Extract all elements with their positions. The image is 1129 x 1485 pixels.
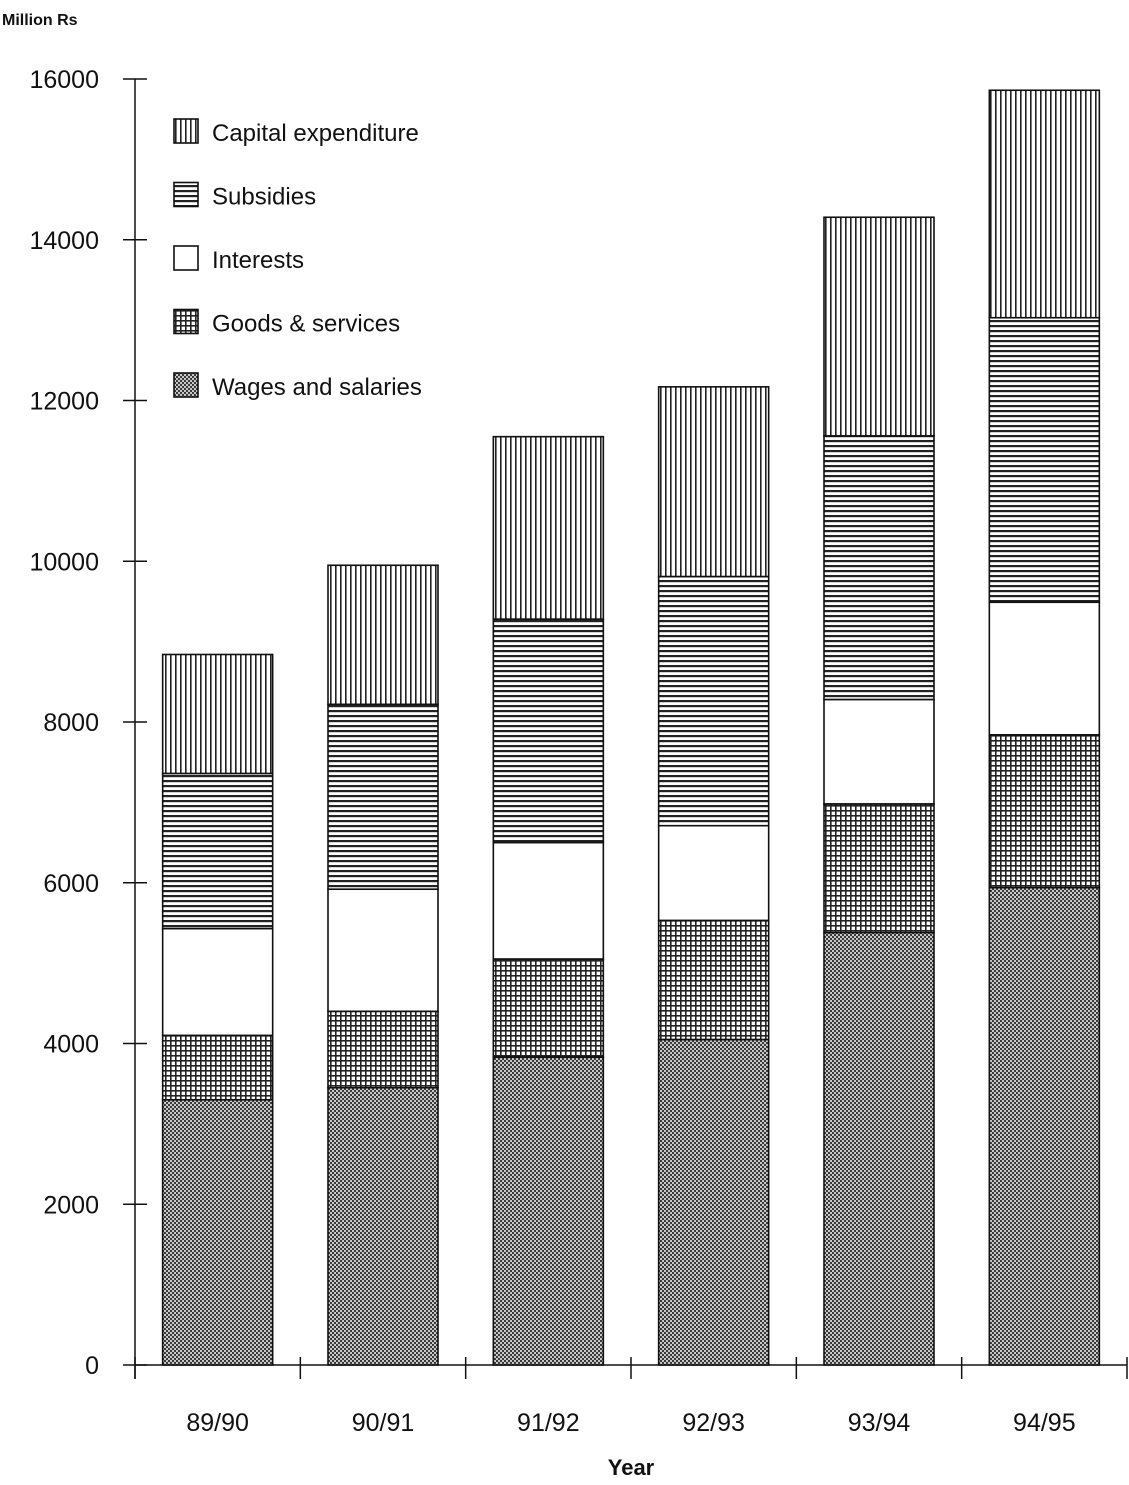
y-tick-label: 6000 [43,870,99,898]
bar-segment-subsidies [657,575,770,827]
bar-segment-capital-expenditure [657,386,770,578]
bar-segment-interests [327,888,439,1013]
x-tick-label: 90/91 [352,1409,415,1437]
legend-swatch [173,181,199,208]
bar-segment-wages-and-salaries [492,1056,605,1366]
x-tick-label: 94/95 [1013,1409,1076,1437]
bar-segment-capital-expenditure [492,435,605,620]
bar-stack-92-93 [657,386,770,1366]
legend: Capital expenditure Subsidies Interests Goo… [173,118,422,401]
legend-item-wages-and-salaries: Wages and salaries [173,372,422,401]
y-axis-unit-label: Million Rs [2,12,78,29]
legend-label: Capital expenditure [212,120,419,147]
bar-stack-89-90 [161,653,274,1366]
bar-segment-subsidies [823,435,935,701]
x-tick-label: 91/92 [517,1409,580,1437]
legend-label: Subsidies [212,184,316,211]
y-tick-label: 14000 [29,227,99,255]
y-tick-label: 0 [85,1352,99,1380]
bar-segment-goods-and-services [327,1010,439,1089]
bar-segment-goods-and-services [657,919,770,1041]
bar-segment-interests [988,601,1101,736]
bar-segment-subsidies [327,703,439,890]
bar-segment-goods-and-services [492,958,605,1058]
bar-segment-goods-and-services [161,1034,274,1101]
legend-label: Wages and salaries [212,374,422,401]
bar-segment-wages-and-salaries [988,886,1101,1366]
bar-stack-90-91 [327,564,439,1366]
legend-swatch [173,308,199,335]
bars [161,89,1101,1366]
bar-stack-94-95 [988,89,1101,1366]
x-tick-label: 92/93 [682,1409,745,1437]
y-tick-label: 12000 [29,388,99,416]
bar-segment-subsidies [161,772,274,930]
y-tick-label: 2000 [43,1191,99,1219]
legend-item-interests: Interests [173,245,304,274]
bar-segment-subsidies [988,316,1101,604]
bar-segment-goods-and-services [988,734,1101,889]
bar-segment-capital-expenditure [823,216,935,437]
bar-segment-interests [161,927,274,1037]
y-tick-label: 4000 [43,1031,99,1059]
bar-segment-wages-and-salaries [161,1098,274,1366]
x-axis: 89/90 90/91 91/92 92/93 93/94 94/95 [134,1357,1128,1437]
bar-segment-wages-and-salaries [823,931,935,1366]
bar-segment-goods-and-services [823,803,935,934]
y-axis: 0 2000 4000 6000 8000 10000 12000 14000 16000 [29,66,147,1380]
legend-swatch [173,118,199,144]
y-tick-label: 10000 [29,548,99,576]
bar-segment-subsidies [492,618,605,844]
bar-segment-wages-and-salaries [657,1038,770,1366]
bar-stack-91-92 [492,435,605,1366]
bar-segment-capital-expenditure [988,89,1101,319]
legend-swatch [173,245,199,271]
bar-segment-interests [823,698,935,805]
legend-label: Goods & services [212,311,400,338]
bar-segment-wages-and-salaries [327,1086,439,1366]
legend-item-goods-and-services: Goods & services [173,308,400,338]
legend-label: Interests [212,247,304,274]
bar-segment-capital-expenditure [327,564,439,706]
y-tick-label: 8000 [43,709,99,737]
bar-stack-93-94 [823,216,935,1366]
legend-swatch [173,372,199,398]
y-tick-label: 16000 [29,66,99,94]
bar-segment-interests [492,841,605,960]
x-tick-label: 93/94 [848,1409,911,1437]
bar-segment-capital-expenditure [161,653,274,775]
x-axis-title: Year [608,1455,655,1480]
bar-segment-interests [657,824,770,922]
legend-item-subsidies: Subsidies [173,181,316,211]
x-tick-label: 89/90 [186,1409,249,1437]
legend-item-capital-expenditure: Capital expenditure [173,118,419,147]
